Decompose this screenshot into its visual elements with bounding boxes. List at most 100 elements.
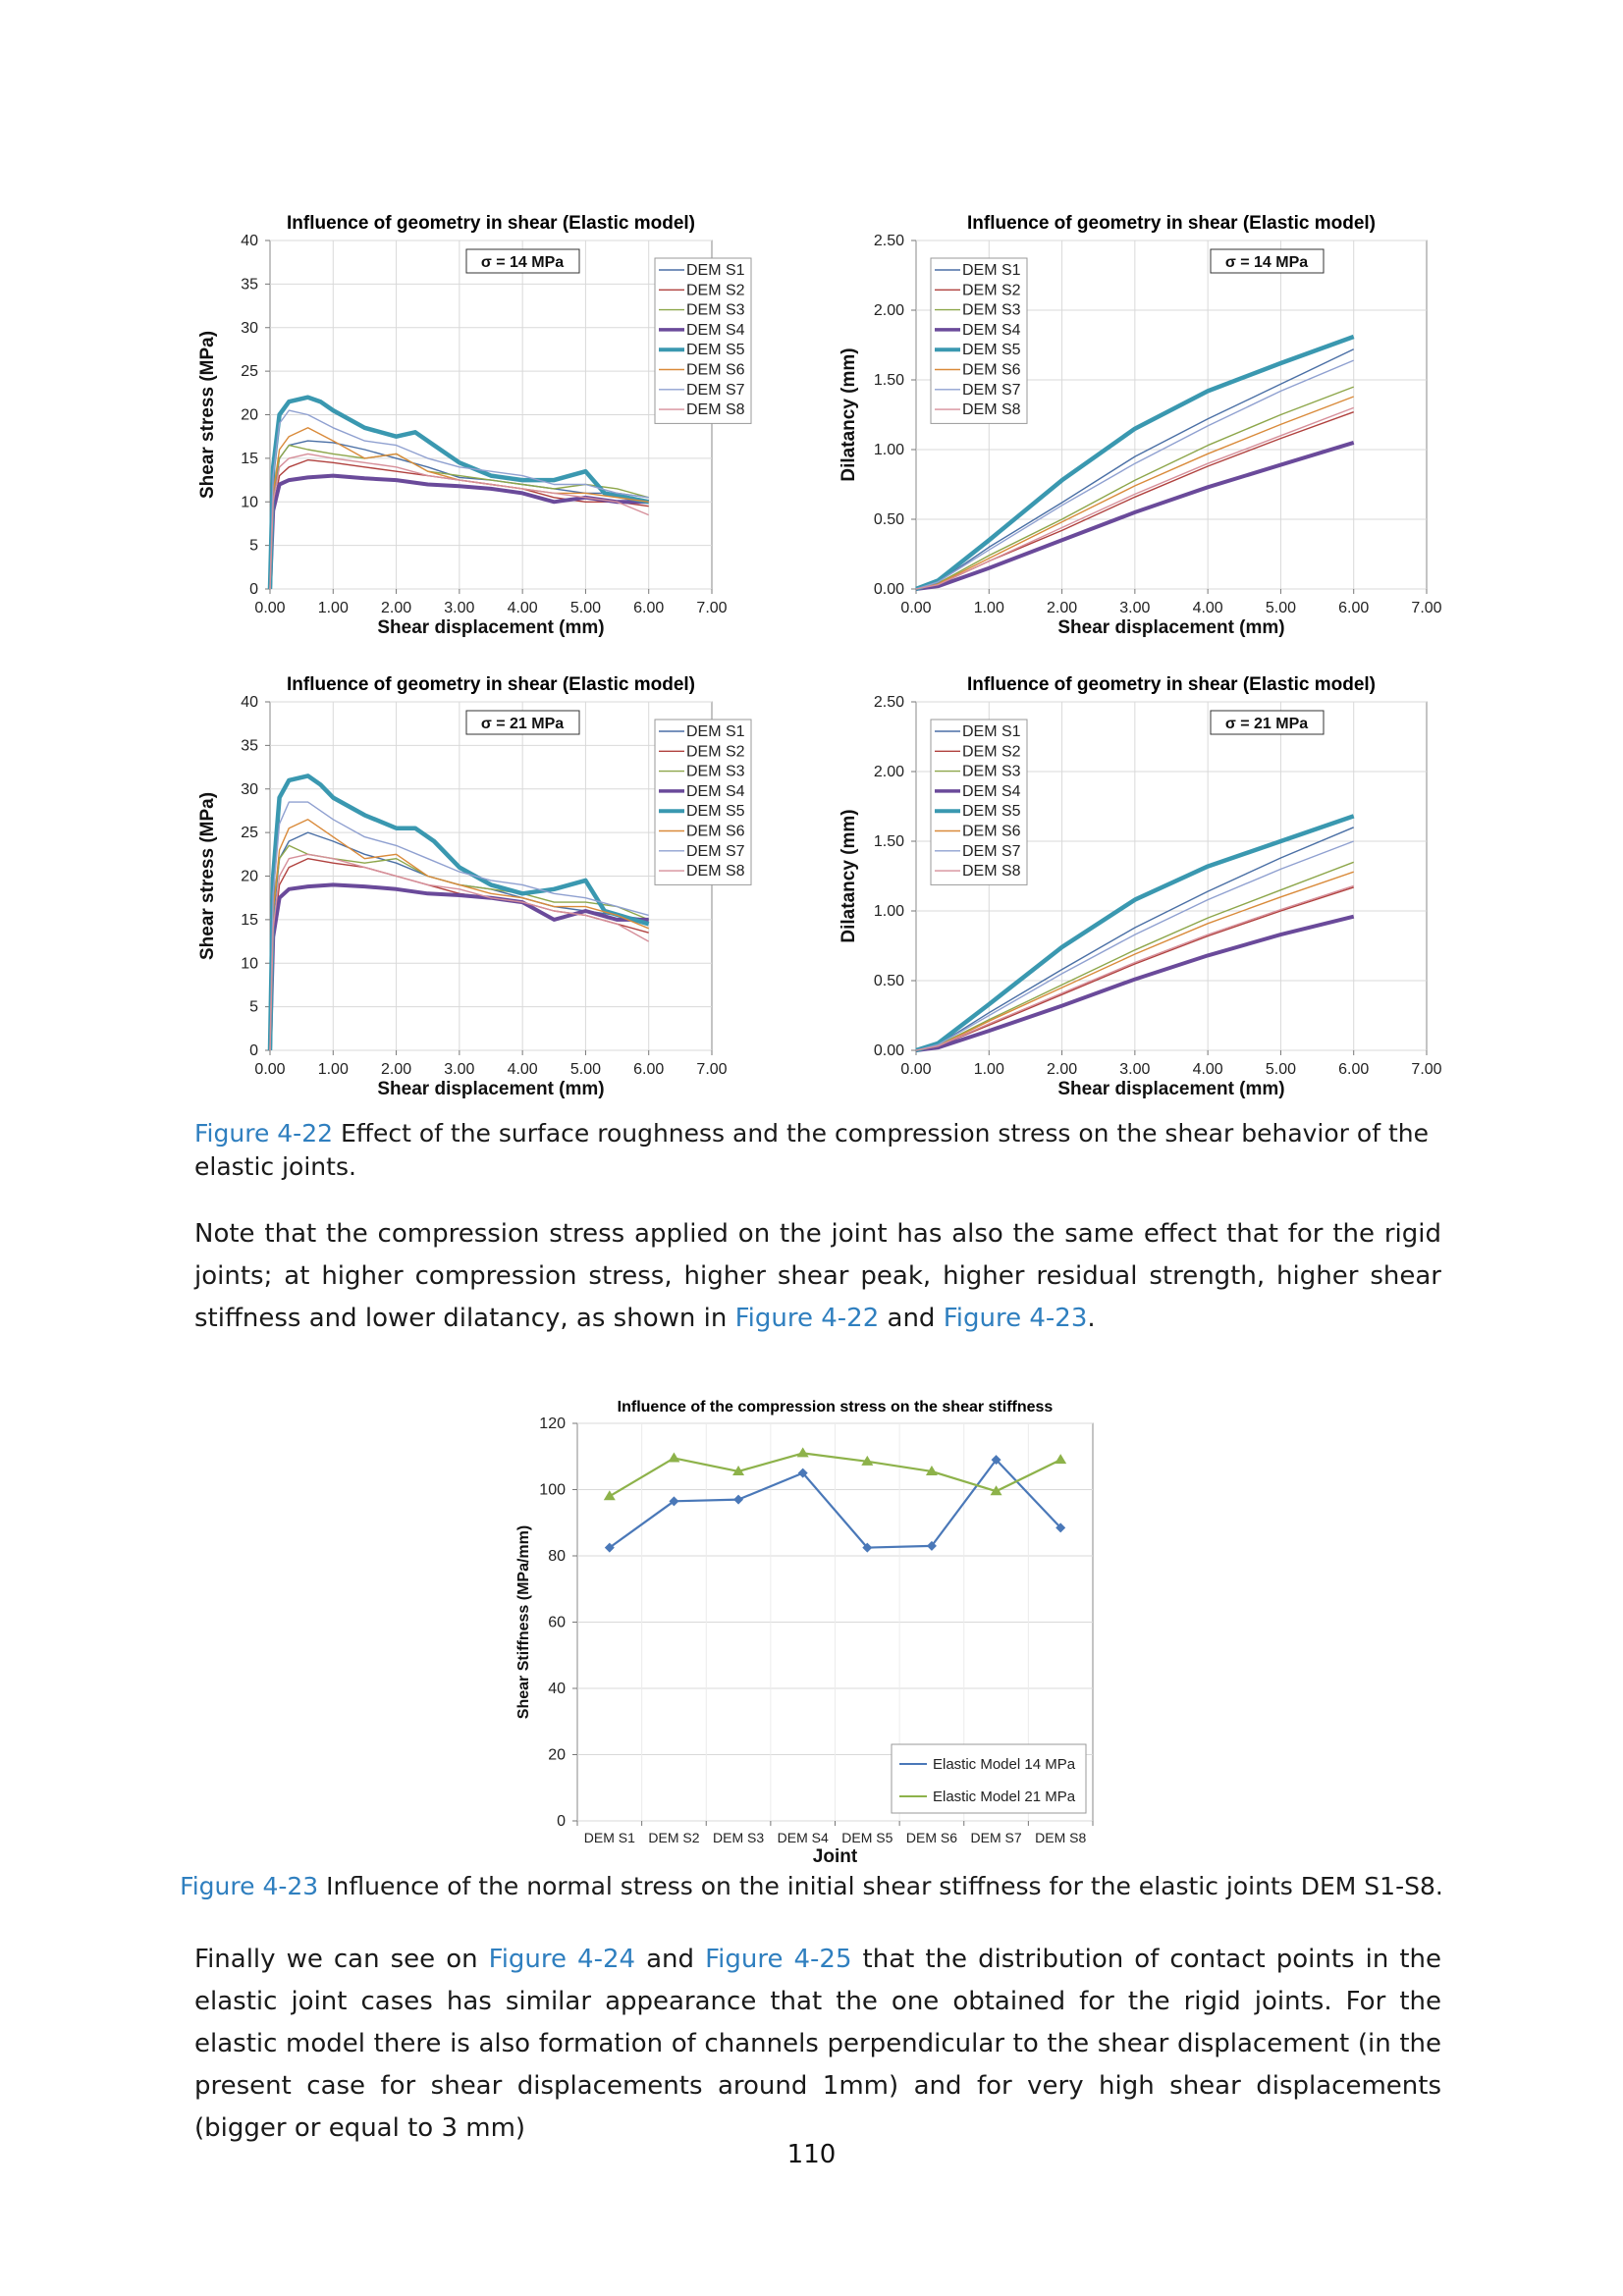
legend-label: DEM S6 bbox=[962, 824, 1021, 840]
x-tick-label: DEM S8 bbox=[1035, 1830, 1086, 1845]
stress-annotation: σ = 21 MPa bbox=[1225, 716, 1308, 732]
y-tick-label: 80 bbox=[548, 1548, 566, 1565]
chart-svg: Influence of geometry in shear (Elastic … bbox=[197, 674, 752, 1099]
x-tick-label: 5.00 bbox=[1266, 1061, 1296, 1078]
series-line-dem-s8 bbox=[269, 853, 650, 1051]
data-point bbox=[862, 1542, 873, 1553]
chart-title: Influence of geometry in shear (Elastic … bbox=[967, 213, 1376, 234]
x-tick-label: 0.00 bbox=[900, 1061, 931, 1078]
stress-annotation: σ = 14 MPa bbox=[1225, 254, 1308, 271]
figure-ref[interactable]: Figure 4-25 bbox=[705, 1945, 852, 1974]
series-line-dem-s8 bbox=[915, 406, 1354, 590]
legend-label: DEM S3 bbox=[686, 764, 745, 780]
data-point bbox=[668, 1452, 680, 1463]
y-axis-label: Shear Stiffness (MPa/mm) bbox=[515, 1525, 532, 1719]
y-axis-label: Shear stress (MPa) bbox=[197, 331, 218, 499]
series-line-dem-s1 bbox=[269, 831, 649, 1051]
chart-dilatancy-14mpa: Influence of geometry in shear (Elastic … bbox=[833, 201, 1442, 638]
data-point bbox=[925, 1465, 938, 1475]
x-tick-label: 6.00 bbox=[1338, 600, 1369, 616]
y-tick-label: 2.50 bbox=[874, 694, 904, 711]
legend-label: DEM S1 bbox=[686, 262, 745, 279]
y-tick-label: 60 bbox=[548, 1615, 566, 1631]
legend-label: Elastic Model 21 MPa bbox=[933, 1789, 1076, 1805]
y-tick-label: 5 bbox=[249, 538, 258, 555]
legend-label: DEM S7 bbox=[962, 382, 1021, 399]
x-tick-label: 5.00 bbox=[570, 600, 601, 616]
y-tick-label: 1.00 bbox=[874, 903, 904, 920]
legend-label: DEM S5 bbox=[962, 803, 1021, 820]
y-tick-label: 120 bbox=[539, 1415, 566, 1432]
x-tick-label: 0.00 bbox=[254, 600, 285, 616]
data-point bbox=[990, 1485, 1002, 1496]
data-point bbox=[603, 1490, 616, 1501]
legend-label: DEM S2 bbox=[962, 282, 1021, 298]
y-axis-label: Dilatancy (mm) bbox=[839, 809, 859, 942]
y-tick-label: 0.50 bbox=[874, 973, 904, 989]
series-line-elastic-model-14-mpa bbox=[609, 1459, 1061, 1549]
x-tick-label: 6.00 bbox=[1338, 1061, 1369, 1078]
series-line-dem-s5 bbox=[915, 334, 1355, 592]
legend-label: DEM S7 bbox=[686, 382, 745, 399]
y-tick-label: 0.50 bbox=[874, 511, 904, 528]
stress-annotation: σ = 21 MPa bbox=[481, 716, 564, 732]
chart-shear-stiffness: Influence of the compression stress on t… bbox=[511, 1379, 1119, 1867]
x-tick-label: 7.00 bbox=[696, 600, 727, 616]
legend-label: DEM S1 bbox=[686, 723, 745, 740]
series-line-dem-s5 bbox=[915, 814, 1355, 1053]
y-tick-label: 25 bbox=[241, 363, 258, 380]
series-line-dem-s4 bbox=[268, 473, 649, 590]
chart-svg: Influence of geometry in shear (Elastic … bbox=[197, 213, 752, 638]
legend-label: DEM S8 bbox=[962, 863, 1021, 880]
legend-box bbox=[891, 1743, 1087, 1814]
y-tick-label: 15 bbox=[241, 912, 258, 929]
figure-ref[interactable]: Figure 4-23 bbox=[943, 1304, 1088, 1333]
x-tick-label: DEM S3 bbox=[713, 1830, 764, 1845]
x-tick-label: 1.00 bbox=[974, 600, 1004, 616]
x-tick-label: 2.00 bbox=[381, 600, 411, 616]
y-tick-label: 0 bbox=[249, 1042, 258, 1059]
y-tick-label: 2.50 bbox=[874, 233, 904, 249]
legend-label: DEM S3 bbox=[962, 764, 1021, 780]
y-tick-label: 25 bbox=[241, 825, 258, 841]
x-tick-label: DEM S1 bbox=[584, 1830, 635, 1845]
x-tick-label: 3.00 bbox=[1119, 600, 1150, 616]
x-tick-label: 7.00 bbox=[1411, 600, 1441, 616]
y-tick-label: 20 bbox=[241, 407, 258, 424]
y-tick-label: 10 bbox=[241, 955, 258, 972]
x-tick-label: 3.00 bbox=[444, 600, 474, 616]
y-tick-label: 30 bbox=[241, 320, 258, 337]
legend-label: DEM S5 bbox=[686, 342, 745, 358]
data-point bbox=[861, 1455, 874, 1466]
data-point bbox=[669, 1496, 679, 1507]
body-paragraph-2: Finally we can see on Figure 4-24 and Fi… bbox=[194, 1939, 1441, 2150]
chart-svg: Influence of the compression stress on t… bbox=[515, 1399, 1094, 1867]
x-tick-label: 6.00 bbox=[633, 1061, 664, 1078]
series-line-dem-s7 bbox=[915, 840, 1354, 1051]
legend-box bbox=[654, 719, 752, 885]
chart-shear-stress-21mpa: Influence of geometry in shear (Elastic … bbox=[191, 663, 820, 1099]
figure-ref[interactable]: Figure 4-22 bbox=[734, 1304, 880, 1333]
y-tick-label: 35 bbox=[241, 737, 258, 754]
series-line-dem-s6 bbox=[915, 396, 1354, 590]
data-point bbox=[1055, 1522, 1066, 1533]
figure-4-23-caption: Figure 4-23 Influence of the normal stre… bbox=[0, 1870, 1623, 1903]
series-line-elastic-model-21-mpa bbox=[609, 1452, 1061, 1498]
figure-ref[interactable]: Figure 4-23 bbox=[180, 1872, 319, 1900]
legend-label: DEM S1 bbox=[962, 262, 1021, 279]
series-line-dem-s6 bbox=[269, 427, 649, 590]
x-tick-label: 2.00 bbox=[381, 1061, 411, 1078]
chart-title: Influence of geometry in shear (Elastic … bbox=[287, 213, 695, 234]
figure-ref[interactable]: Figure 4-22 bbox=[194, 1119, 334, 1148]
chart-svg: Influence of geometry in shear (Elastic … bbox=[839, 213, 1442, 638]
x-tick-label: DEM S7 bbox=[971, 1830, 1022, 1845]
series-line-dem-s3 bbox=[269, 844, 649, 1051]
series-line-dem-s5 bbox=[267, 774, 650, 1051]
figure-ref[interactable]: Figure 4-24 bbox=[488, 1945, 636, 1974]
x-tick-label: 7.00 bbox=[1411, 1061, 1441, 1078]
y-tick-label: 1.50 bbox=[874, 372, 904, 389]
legend-label: DEM S8 bbox=[686, 863, 745, 880]
y-tick-label: 40 bbox=[241, 233, 258, 249]
y-tick-label: 10 bbox=[241, 494, 258, 510]
x-axis-label: Shear displacement (mm) bbox=[377, 1079, 604, 1099]
